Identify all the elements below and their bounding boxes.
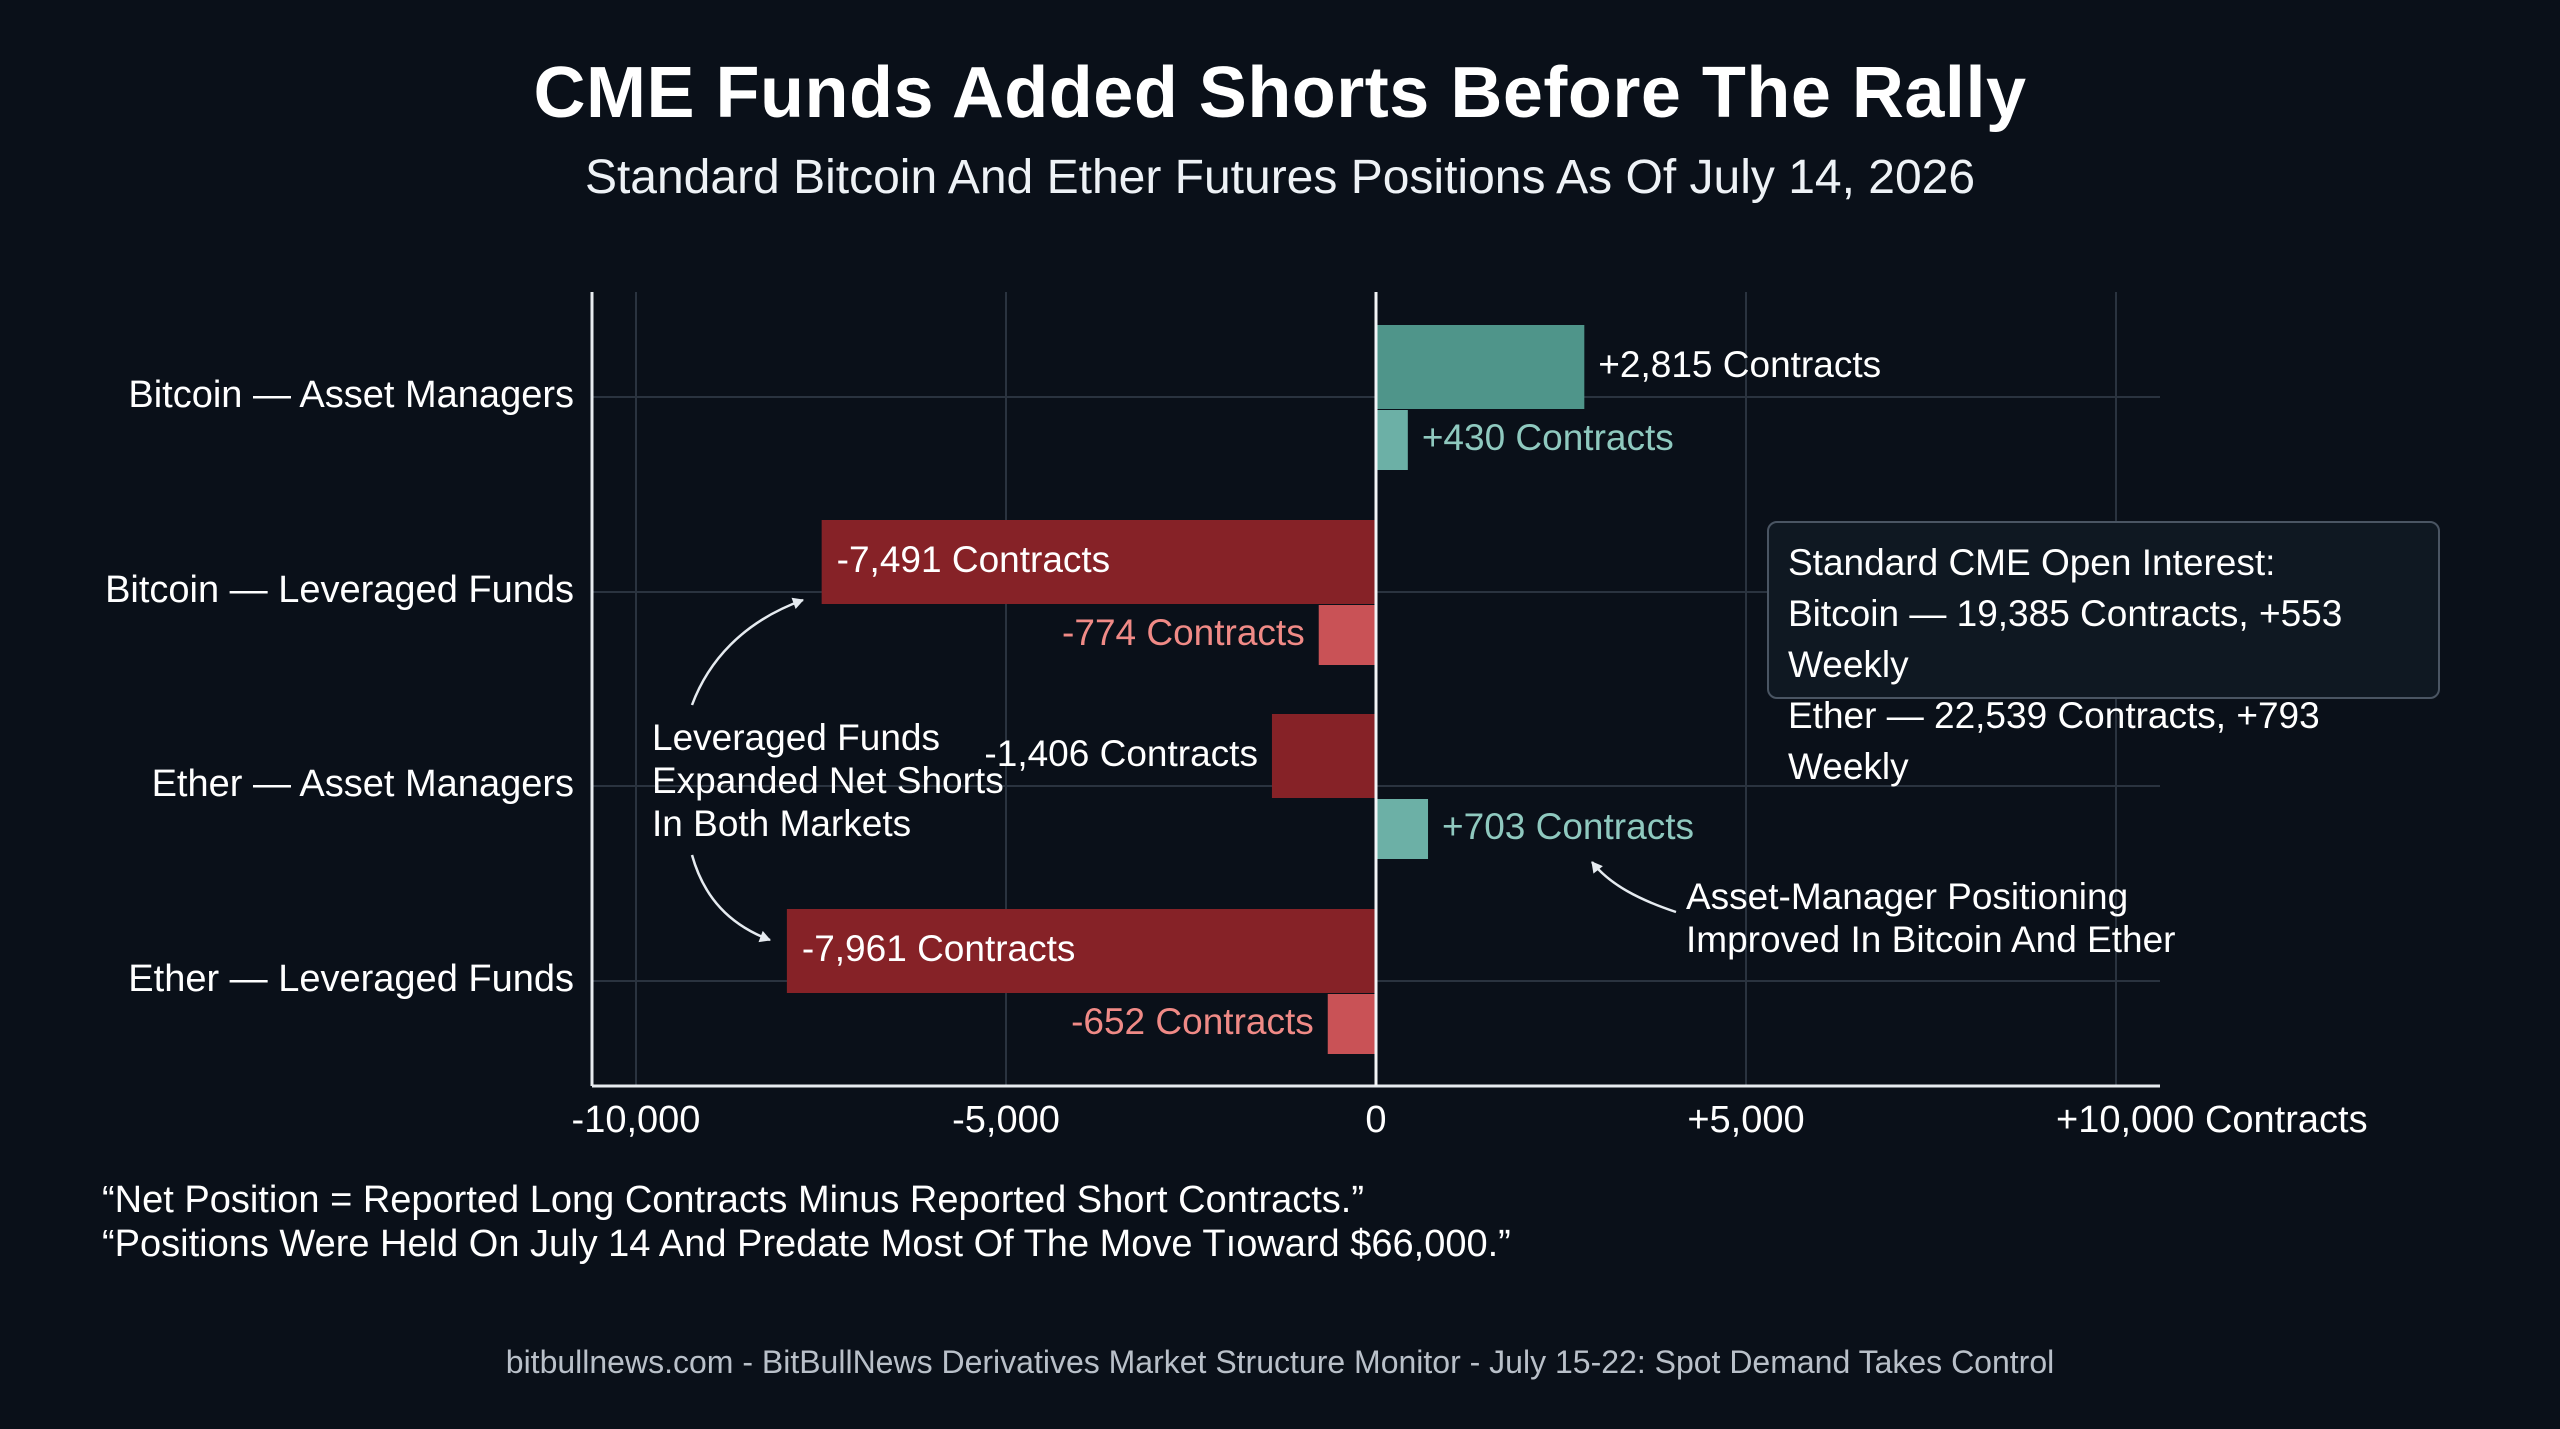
chart-subtitle: Standard Bitcoin And Ether Futures Posit… <box>584 151 1976 204</box>
x-tick-label-0: -10,000 <box>572 1099 701 1141</box>
bar-secondary-ether-asset-managers <box>1376 799 1429 859</box>
category-label-ether-asset-managers: Ether — Asset Managers <box>152 763 574 805</box>
data-label-secondary-bitcoin-asset-managers: +430 Contracts <box>1422 417 1674 458</box>
bar-primary-ether-asset-managers <box>1271 714 1376 798</box>
note-line-1: “Net Position = Reported Long Contracts … <box>102 1179 1364 1221</box>
arrow-to-ether-leveraged <box>690 854 771 943</box>
data-label-primary-bitcoin-leveraged-funds: -7,491 Contracts <box>837 539 1111 580</box>
annotation-asset-managers: Asset-Manager Positioning Improved In Bit… <box>1686 876 2176 960</box>
open-interest-bitcoin: Bitcoin — 19,385 Contracts, +553 Weekly <box>1788 593 2343 685</box>
data-label-primary-ether-leveraged-funds: -7,961 Contracts <box>802 928 1076 969</box>
footer-source: bitbullnews.com - BitBullNews Derivative… <box>505 1344 2055 1380</box>
arrow-to-bitcoin-leveraged <box>690 597 804 706</box>
category-label-ether-leveraged-funds: Ether — Leveraged Funds <box>128 958 574 1000</box>
x-tick-label-2: 0 <box>1365 1099 1386 1141</box>
annotation-asset-managers-line-1: Improved In Bitcoin And Ether <box>1686 919 2176 960</box>
annotation-leveraged-funds-line-0: Leveraged Funds <box>652 717 940 758</box>
bar-primary-bitcoin-asset-managers <box>1376 325 1585 409</box>
chart-title: CME Funds Added Shorts Before The Rally <box>533 53 2027 133</box>
annotation-leveraged-funds-line-1: Expanded Net Shorts <box>652 760 1004 801</box>
x-tick-label-4: +10,000 Contracts <box>2056 1099 2368 1141</box>
bar-primary-ether-leveraged-funds <box>786 909 1376 993</box>
note-line-2: “Positions Were Held On July 14 And Pred… <box>102 1223 1511 1265</box>
x-tick-label-1: -5,000 <box>952 1099 1060 1141</box>
category-label-bitcoin-leveraged-funds: Bitcoin — Leveraged Funds <box>105 569 574 611</box>
bar-secondary-bitcoin-asset-managers <box>1376 410 1408 470</box>
bar-secondary-bitcoin-leveraged-funds <box>1318 605 1376 665</box>
data-label-secondary-ether-leveraged-funds: -652 Contracts <box>1071 1001 1314 1042</box>
bar-primary-bitcoin-leveraged-funds <box>821 520 1376 604</box>
annotation-leveraged-funds-line-2: In Both Markets <box>652 803 911 844</box>
data-label-secondary-bitcoin-leveraged-funds: -774 Contracts <box>1062 612 1305 653</box>
data-label-secondary-ether-asset-managers: +703 Contracts <box>1442 806 1694 847</box>
category-label-bitcoin-asset-managers: Bitcoin — Asset Managers <box>128 374 574 416</box>
data-label-primary-bitcoin-asset-managers: +2,815 Contracts <box>1598 344 1881 385</box>
x-tick-label-3: +5,000 <box>1687 1099 1804 1141</box>
open-interest-title: Standard CME Open Interest: <box>1788 542 2276 583</box>
notes: “Net Position = Reported Long Contracts … <box>102 1178 1511 1266</box>
data-label-primary-ether-asset-managers: -1,406 Contracts <box>984 733 1258 774</box>
annotation-asset-managers-line-0: Asset-Manager Positioning <box>1686 876 2128 917</box>
open-interest-ether: Ether — 22,539 Contracts, +793 Weekly <box>1788 695 2320 787</box>
bar-secondary-ether-leveraged-funds <box>1327 994 1376 1054</box>
annotation-leveraged-funds: Leveraged Funds Expanded Net Shorts In Bot… <box>652 717 1004 844</box>
open-interest-box: Standard CME Open Interest: Bitcoin — 19… <box>1767 521 2440 787</box>
arrow-to-ether-asset-managers <box>1591 861 1677 914</box>
